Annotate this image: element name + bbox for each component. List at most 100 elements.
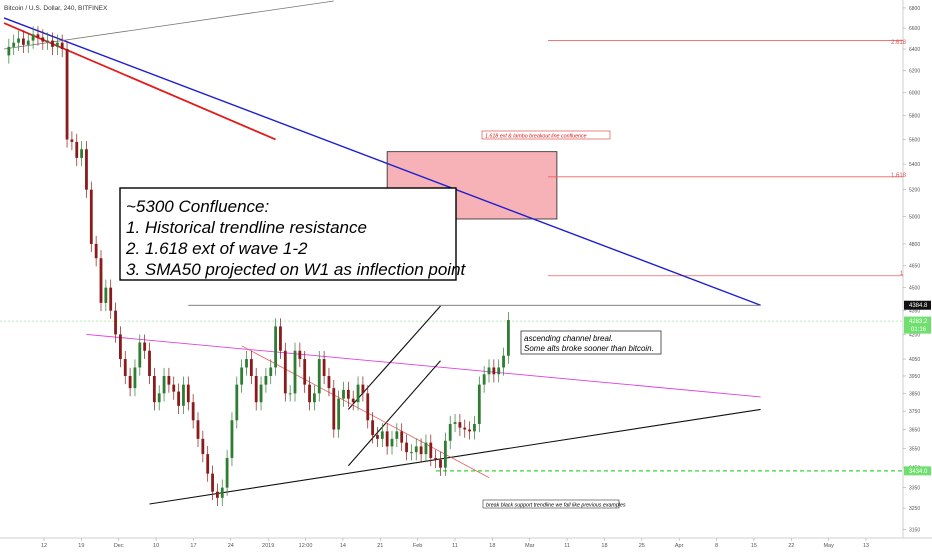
support-note-text: break black support trendline we fall li… [486, 503, 626, 509]
candle-body [279, 326, 282, 351]
candle-body [94, 243, 98, 259]
price-tag-current-value: 4283.2 [909, 319, 928, 325]
candle-body [99, 258, 103, 303]
y-tick-label: 4050 [909, 357, 920, 363]
candle-body [322, 359, 326, 376]
candle-body [288, 393, 292, 395]
symbol-header: Bitcoin / U.S. Dollar, 240, BITFINEX [4, 5, 108, 12]
candle-body [182, 384, 185, 406]
candle-body [487, 367, 491, 375]
fib-label-1: 1 [900, 271, 904, 277]
candle-body [264, 375, 268, 385]
candle-body [235, 384, 239, 421]
candle-body [80, 149, 83, 158]
candle-body [7, 46, 11, 56]
x-tick-label: 17 [190, 543, 196, 549]
y-tick-label: 5800 [909, 114, 920, 120]
trendline-black-support[interactable] [149, 408, 761, 505]
x-tick-label: 14 [340, 543, 346, 549]
candle-body [439, 459, 442, 468]
channel-note-line-2: Some alts broke sooner than bitcoin. [524, 344, 654, 353]
candle-body [463, 427, 467, 430]
y-tick-label: 5600 [909, 137, 920, 143]
confluence-callout[interactable]: ~5300 Confluence: 1. Historical trendlin… [119, 187, 467, 281]
candle-body [502, 355, 505, 368]
candle-body [453, 422, 457, 424]
y-tick-label: 3850 [909, 391, 920, 397]
y-tick-label: 6400 [909, 47, 920, 53]
trendlines[interactable] [3, 0, 761, 505]
candle-body [332, 388, 336, 430]
candle-body [269, 367, 273, 376]
candle-body [216, 491, 219, 498]
candle-body [390, 438, 394, 447]
x-tick-label: Mar [525, 543, 535, 549]
candle-body [75, 141, 79, 158]
x-tick-label: 24 [228, 543, 234, 549]
candle-body [245, 359, 248, 368]
confluence-item-3: 3. SMA50 projected on W1 as inflection p… [126, 260, 467, 279]
trendline-pink[interactable] [86, 333, 761, 398]
trendline-grey[interactable] [3, 0, 334, 50]
y-tick-label: 3750 [909, 409, 920, 415]
x-tick-label: 2019 [262, 543, 274, 549]
channel-note[interactable]: ascending channel breal. Some alts broke… [520, 330, 662, 355]
x-tick-label: 18 [489, 543, 495, 549]
confluence-item-1: 1. Historical trendline resistance [126, 218, 367, 237]
trendline-channel-lower[interactable] [347, 360, 441, 467]
y-tick-label: 4200 [909, 332, 920, 338]
candle-body [65, 49, 69, 140]
y-tick-label: 3950 [909, 374, 920, 380]
x-tick-label: 19 [78, 543, 84, 549]
box-label-note[interactable]: 1.618 ext & lambo breakout line confluen… [481, 130, 611, 140]
candle-body [89, 189, 93, 244]
candle-body [55, 42, 59, 47]
candle-body [31, 34, 35, 41]
x-tick-label: 11 [452, 543, 458, 549]
box-label-text: 1.618 ext & lambo breakout line confluen… [485, 134, 587, 140]
candle-body [429, 442, 433, 458]
candle-body [254, 375, 258, 403]
x-tick-label: 25 [639, 543, 645, 549]
trendline-red-descending[interactable] [241, 345, 490, 478]
y-tick-label: 5000 [909, 214, 920, 220]
candle-body [196, 420, 200, 439]
candle-body [123, 359, 127, 376]
candle-body [308, 384, 311, 403]
support-note[interactable]: break black support trendline we fall li… [482, 499, 626, 509]
candle-body [346, 389, 350, 399]
candle-body [303, 359, 307, 385]
candle-body [298, 350, 302, 360]
candle-body [12, 42, 16, 47]
candle-body [26, 40, 30, 45]
candle-body [327, 375, 331, 389]
candle-body [274, 326, 277, 368]
price-tag-support: 3434.0 [904, 466, 931, 476]
candle-body [133, 367, 137, 389]
candle-body [385, 431, 389, 447]
fib-extension-lines[interactable] [548, 40, 903, 277]
y-tick-label: 6600 [909, 26, 920, 32]
candle-body [283, 350, 287, 394]
trendline-blue[interactable] [3, 17, 761, 306]
x-tick-label: 21 [377, 543, 383, 549]
candle-body [119, 334, 122, 360]
y-tick-label: 3150 [909, 527, 920, 533]
candle-body [186, 384, 190, 403]
y-tick-label: 4800 [909, 242, 920, 248]
candle-body [395, 431, 399, 439]
candle-body [128, 375, 132, 389]
candle-body [477, 384, 481, 424]
y-tick-label: 5400 [909, 162, 920, 168]
time-axis-ticks: 12 19 Dec 10 17 24 2019 12:00 14 21 Feb 11 18 Mar 11 18… [41, 538, 869, 549]
candle-body [443, 440, 447, 468]
candlestick-series [7, 26, 510, 506]
candle-body [468, 429, 471, 432]
candle-body [507, 320, 510, 356]
candle-body [201, 438, 205, 455]
candle-body [157, 393, 161, 403]
y-tick-label: 4500 [909, 286, 920, 292]
confluence-title: ~5300 Confluence: [126, 197, 269, 216]
